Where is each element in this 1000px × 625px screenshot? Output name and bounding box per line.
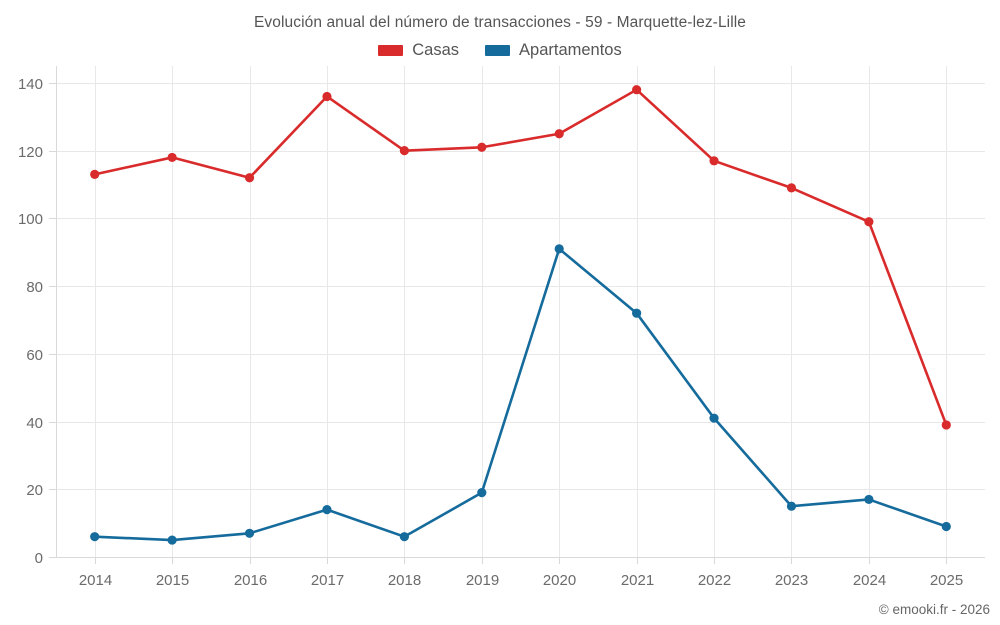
data-point-apartamentos-2019[interactable] [477,488,487,498]
data-point-apartamentos-2018[interactable] [399,532,409,542]
data-point-casas-2016[interactable] [244,173,255,183]
legend-label-casas: Casas [412,41,460,59]
data-point-casas-2025[interactable] [941,420,951,430]
data-point-apartamentos-2020[interactable] [554,244,564,254]
legend-swatch-casas [378,45,404,56]
data-point-apartamentos-2017[interactable] [322,504,332,515]
y-tick-label: 60 [26,347,43,364]
legend-swatch-apartamentos [485,45,511,56]
x-tick-label: 2017 [311,572,344,589]
chart-title: Evolución anual del número de transaccio… [253,14,747,31]
x-tick-label: 2016 [234,572,267,589]
chart-legend: Casas Apartamentos [0,41,1000,60]
x-tick-label: 2019 [466,572,499,589]
data-point-casas-2018[interactable] [399,146,409,156]
data-point-casas-2023[interactable] [786,183,797,193]
data-point-casas-2020[interactable] [554,129,564,139]
x-tick-label: 2018 [388,572,421,589]
data-point-apartamentos-2024[interactable] [864,494,874,505]
x-tick-label: 2021 [621,572,654,589]
y-tick-label: 20 [26,482,43,499]
y-tick-label: 80 [26,279,43,296]
legend-item-casas[interactable]: Casas [378,41,459,60]
y-tick-label: 0 [35,550,43,567]
legend-label-apartamentos: Apartamentos [519,41,622,59]
x-tick-label: 2020 [543,572,576,589]
y-tick-label: 40 [26,415,43,432]
data-point-apartamentos-2023[interactable] [786,501,797,511]
x-tick-label: 2022 [698,572,731,589]
data-point-casas-2021[interactable] [632,85,642,95]
x-tick-label: 2023 [775,572,808,589]
data-point-apartamentos-2022[interactable] [709,413,719,423]
series-line-casas [93,88,948,427]
legend-item-apartamentos[interactable]: Apartamentos [485,41,622,60]
data-point-casas-2015[interactable] [167,152,177,163]
data-point-apartamentos-2016[interactable] [244,528,255,538]
y-tick-label: 140 [18,76,43,93]
data-point-casas-2022[interactable] [709,156,719,166]
x-tick-label: 2014 [79,572,112,589]
data-point-casas-2017[interactable] [322,91,332,102]
data-point-casas-2014[interactable] [90,169,100,179]
data-point-apartamentos-2014[interactable] [90,532,100,542]
data-point-casas-2024[interactable] [864,217,874,227]
y-tick-label: 120 [18,144,43,161]
x-tick-label: 2024 [853,572,886,589]
data-point-casas-2019[interactable] [477,142,487,152]
x-tick-label: 2025 [930,572,963,589]
credit-text: © emooki.fr - 2026 [878,602,990,617]
data-point-apartamentos-2025[interactable] [941,521,951,532]
series-line-apartamentos [93,247,948,542]
data-point-apartamentos-2015[interactable] [167,535,177,545]
data-point-apartamentos-2021[interactable] [632,308,642,318]
x-tick-label: 2015 [156,572,189,589]
y-tick-label: 100 [18,211,43,228]
